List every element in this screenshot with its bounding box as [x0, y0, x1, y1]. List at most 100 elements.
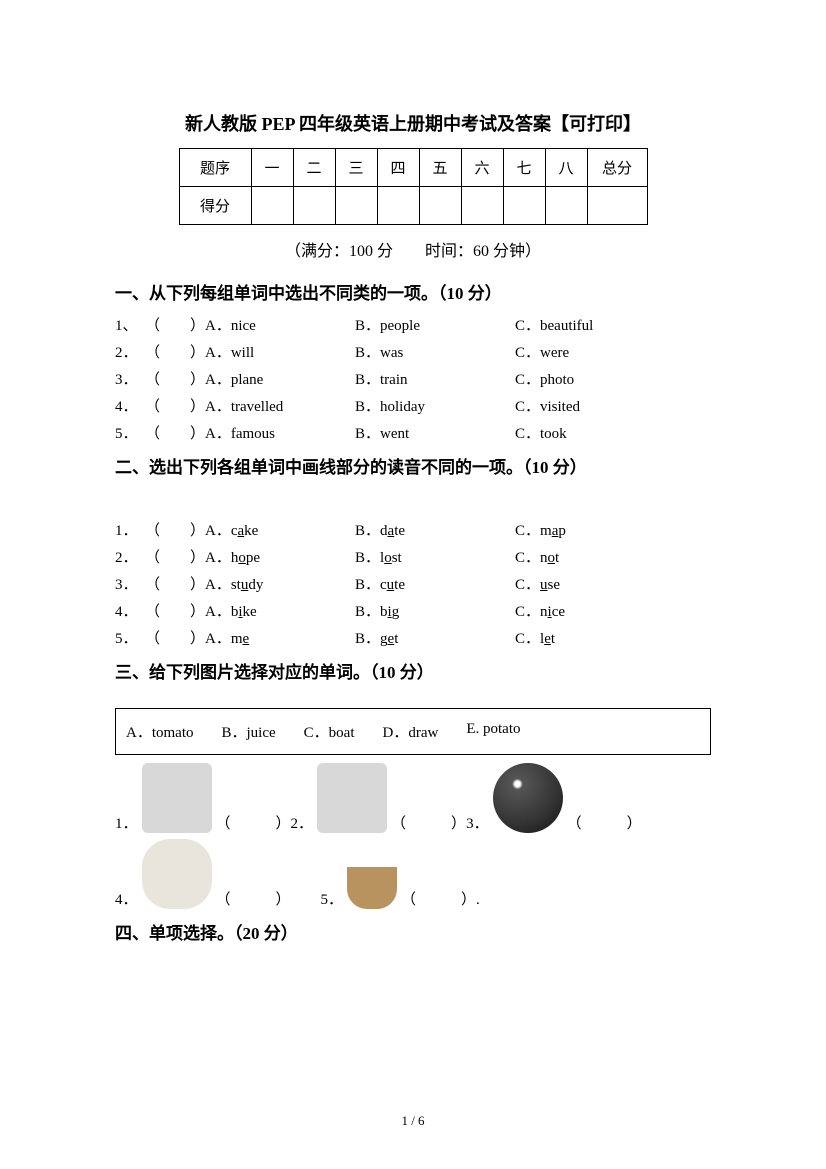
- answer-blank: （ ）: [145, 341, 205, 362]
- question-number: 1、: [115, 314, 145, 335]
- header-cell: 题序: [179, 149, 251, 187]
- section-2-heading: 二、选出下列各组单词中画线部分的读音不同的一项。（10 分）: [115, 453, 711, 478]
- boat-image: [142, 763, 212, 833]
- option-a: A．cake: [205, 519, 355, 540]
- header-cell: 五: [419, 149, 461, 187]
- option-c: C．photo: [515, 368, 665, 389]
- question-row: 1． （ ） A．cake B．date C．map: [115, 519, 711, 540]
- score-blank-cell: [461, 187, 503, 225]
- option-c: C．were: [515, 341, 665, 362]
- option-c: C．let: [515, 627, 665, 648]
- page-number: 1 / 6: [0, 1113, 826, 1129]
- question-number: 1．: [115, 812, 138, 833]
- answer-blank: （ ）: [145, 546, 205, 567]
- option-a: A．nice: [205, 314, 355, 335]
- question-row: 4． （ ） A．travelled B．holiday C．visited: [115, 395, 711, 416]
- header-cell: 六: [461, 149, 503, 187]
- option-b: B．get: [355, 627, 515, 648]
- exam-meta: （满分：100 分 时间：60 分钟）: [115, 237, 711, 261]
- question-number: 2．: [291, 812, 314, 833]
- answer-blank: （ ）: [145, 627, 205, 648]
- question-number: 3．: [115, 368, 145, 389]
- answer-blank: （ ）: [145, 573, 205, 594]
- draw-image: [317, 763, 387, 833]
- score-blank-cell: [587, 187, 647, 225]
- section-1-heading: 一、从下列每组单词中选出不同类的一项。（10 分）: [115, 279, 711, 304]
- answer-blank: （ ）: [145, 422, 205, 443]
- question-number: 4．: [115, 888, 138, 909]
- answer-blank: （ ）: [567, 812, 642, 833]
- answer-blank: （ ）: [145, 368, 205, 389]
- question-number: 2．: [115, 341, 145, 362]
- score-blank-cell: [419, 187, 461, 225]
- score-label-cell: 得分: [179, 187, 251, 225]
- header-cell: 七: [503, 149, 545, 187]
- bank-item: D．draw: [383, 721, 439, 742]
- answer-blank: （ ）: [391, 812, 466, 833]
- question-number: 4．: [115, 395, 145, 416]
- bank-item: B．juice: [222, 721, 276, 742]
- score-blank-cell: [335, 187, 377, 225]
- option-c: C．map: [515, 519, 665, 540]
- question-row: 3． （ ） A．plane B．train C．photo: [115, 368, 711, 389]
- answer-blank: （ ）: [145, 600, 205, 621]
- option-a: A．will: [205, 341, 355, 362]
- question-row: 1、 （ ） A．nice B．people C．beautiful: [115, 314, 711, 335]
- question-number: 3．: [466, 812, 489, 833]
- potato-image: [142, 839, 212, 909]
- option-c: C．nice: [515, 600, 665, 621]
- section-4-heading: 四、单项选择。（20 分）: [115, 919, 711, 944]
- score-blank-cell: [545, 187, 587, 225]
- option-b: B．was: [355, 341, 515, 362]
- question-row: 3． （ ） A．study B．cute C．use: [115, 573, 711, 594]
- header-cell: 八: [545, 149, 587, 187]
- score-table: 题序 一 二 三 四 五 六 七 八 总分 得分: [179, 148, 648, 225]
- option-a: A．famous: [205, 422, 355, 443]
- option-a: A．me: [205, 627, 355, 648]
- header-cell: 二: [293, 149, 335, 187]
- bank-item: A．tomato: [126, 721, 194, 742]
- image-question-row: 1． （ ） 2． （ ） 3． （ ）: [115, 763, 711, 833]
- option-a: A．study: [205, 573, 355, 594]
- bank-item: C．boat: [304, 721, 355, 742]
- header-cell: 三: [335, 149, 377, 187]
- option-b: B．big: [355, 600, 515, 621]
- question-number: 3．: [115, 573, 145, 594]
- question-number: 5．: [115, 422, 145, 443]
- question-number: 5．: [321, 888, 344, 909]
- score-blank-cell: [377, 187, 419, 225]
- section-3-heading: 三、给下列图片选择对应的单词。（10 分）: [115, 658, 711, 683]
- option-b: B．train: [355, 368, 515, 389]
- answer-blank: （ ）.: [401, 888, 480, 909]
- question-number: 1．: [115, 519, 145, 540]
- section-1-list: 1、 （ ） A．nice B．people C．beautiful 2． （ …: [115, 314, 711, 443]
- question-number: 5．: [115, 627, 145, 648]
- juice-image: [347, 839, 397, 909]
- score-header-row: 题序 一 二 三 四 五 六 七 八 总分: [179, 149, 647, 187]
- exam-title: 新人教版 PEP 四年级英语上册期中考试及答案【可打印】: [115, 110, 711, 136]
- option-a: A．travelled: [205, 395, 355, 416]
- option-a: A．hope: [205, 546, 355, 567]
- question-row: 2． （ ） A．hope B．lost C．not: [115, 546, 711, 567]
- section-2-list: 1． （ ） A．cake B．date C．map 2． （ ） A．hope…: [115, 519, 711, 648]
- question-row: 5． （ ） A．famous B．went C．took: [115, 422, 711, 443]
- option-a: A．plane: [205, 368, 355, 389]
- header-cell: 总分: [587, 149, 647, 187]
- option-b: B．date: [355, 519, 515, 540]
- answer-blank: （ ）: [145, 395, 205, 416]
- header-cell: 一: [251, 149, 293, 187]
- tomato-image: [493, 763, 563, 833]
- option-b: B．lost: [355, 546, 515, 567]
- answer-blank: （ ）: [145, 314, 205, 335]
- score-blank-cell: [293, 187, 335, 225]
- question-row: 2． （ ） A．will B．was C．were: [115, 341, 711, 362]
- question-number: 2．: [115, 546, 145, 567]
- question-row: 5． （ ） A．me B．get C．let: [115, 627, 711, 648]
- option-c: C．beautiful: [515, 314, 665, 335]
- word-bank: A．tomato B．juice C．boat D．draw E. potato: [115, 708, 711, 755]
- bank-item: E. potato: [466, 721, 520, 742]
- question-number: 4．: [115, 600, 145, 621]
- option-c: C．not: [515, 546, 665, 567]
- answer-blank: （ ）: [216, 888, 291, 909]
- option-b: B．people: [355, 314, 515, 335]
